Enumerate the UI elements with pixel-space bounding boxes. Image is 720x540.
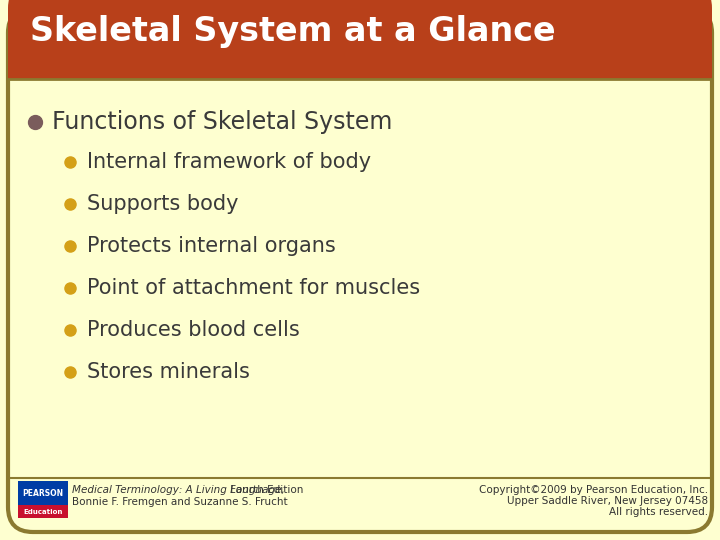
Text: Bonnie F. Fremgen and Suzanne S. Frucht: Bonnie F. Fremgen and Suzanne S. Frucht [72,497,287,507]
Text: Upper Saddle River, New Jersey 07458: Upper Saddle River, New Jersey 07458 [507,496,708,506]
Text: Point of attachment for muscles: Point of attachment for muscles [87,278,420,298]
Text: Education: Education [23,509,63,515]
Text: Functions of Skeletal System: Functions of Skeletal System [52,110,392,134]
FancyBboxPatch shape [8,8,712,532]
Text: Stores minerals: Stores minerals [87,362,250,382]
Text: Produces blood cells: Produces blood cells [87,320,300,340]
FancyBboxPatch shape [18,481,68,505]
Text: Supports body: Supports body [87,194,238,214]
FancyBboxPatch shape [8,0,712,80]
Text: Fourth Edition: Fourth Edition [227,485,303,495]
Text: Internal framework of body: Internal framework of body [87,152,371,172]
FancyBboxPatch shape [8,55,712,80]
FancyBboxPatch shape [18,505,68,518]
Text: Copyright©2009 by Pearson Education, Inc.: Copyright©2009 by Pearson Education, Inc… [479,485,708,495]
Text: Protects internal organs: Protects internal organs [87,236,336,256]
Text: Skeletal System at a Glance: Skeletal System at a Glance [30,16,556,49]
Text: PEARSON: PEARSON [22,489,63,497]
Text: Medical Terminology: A Living Language,: Medical Terminology: A Living Language, [72,485,284,495]
Text: All rights reserved.: All rights reserved. [609,507,708,517]
